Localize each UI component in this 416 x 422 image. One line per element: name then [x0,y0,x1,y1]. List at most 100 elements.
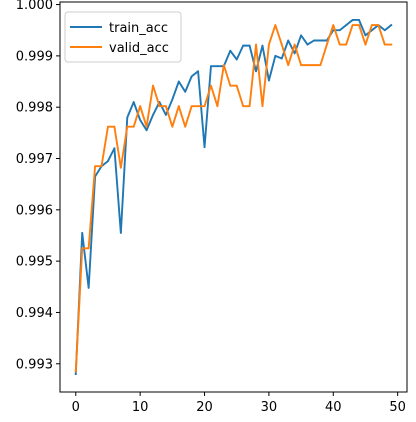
data-point [165,105,167,108]
data-point [287,64,290,67]
data-point [274,24,277,26]
data-point [190,75,193,78]
data-point [248,44,251,47]
data-point [313,64,315,67]
series-layer [74,19,393,376]
series-line-valid-acc [74,24,393,373]
data-point [184,90,187,93]
legend-label-train-acc: train_acc [109,21,168,36]
y-tick-label: 0.998 [16,101,53,116]
data-point [351,24,354,26]
y-tick-label: 0.995 [16,255,53,270]
data-point [203,105,206,108]
data-point [171,125,174,128]
data-point [306,64,309,67]
data-point [325,43,328,46]
data-point [280,43,283,46]
data-point [274,54,277,57]
data-point [81,232,84,234]
data-point [145,129,148,132]
data-point [113,125,116,128]
data-point [177,105,180,108]
data-point [126,116,129,119]
data-point [358,24,360,26]
data-point [100,165,103,168]
data-point [255,70,257,73]
x-tick-label: 40 [325,400,342,415]
data-point [229,49,232,52]
legend-label-valid-acc: valid_acc [109,41,169,56]
data-point [351,19,354,21]
y-tick-label: 0.996 [16,203,53,218]
data-point [184,125,187,128]
data-point [371,29,373,32]
data-point [293,43,296,46]
data-point [287,39,290,42]
data-point [300,34,302,37]
y-tick-label: 0.999 [16,49,53,64]
series-valid-acc [74,24,393,373]
data-point [145,125,148,128]
legend: train_acc valid_acc [64,11,182,63]
data-point [371,24,373,26]
data-point [132,101,135,103]
data-point [132,125,135,128]
data-point [390,24,393,26]
data-point [171,98,174,101]
data-point [345,43,348,46]
data-point [87,286,90,289]
y-axis: 0.993 0.994 0.995 0.996 0.997 0.998 0.999 1.000 [16,0,60,372]
data-point [364,43,367,46]
data-point [306,43,309,46]
y-tick-label: 0.997 [16,152,53,167]
data-point [293,52,296,55]
data-point [261,44,264,47]
data-point [383,43,386,46]
x-tick-label: 30 [261,400,278,415]
data-point [235,58,238,61]
y-tick-label: 0.994 [16,306,53,321]
data-point [242,44,245,47]
data-point [152,84,154,87]
data-point [126,125,129,128]
data-point [268,43,270,46]
data-point [345,24,348,26]
data-point [203,146,206,149]
x-tick-label: 10 [132,400,149,415]
series-train-acc [74,19,393,376]
data-point [229,84,232,87]
data-point [152,113,154,116]
legend-box [64,11,182,63]
data-point [74,370,77,373]
data-point [300,64,302,67]
x-tick-label: 50 [389,400,406,415]
data-point [332,24,335,26]
data-point [235,84,238,87]
plot-frame [59,1,408,393]
data-point [113,147,116,150]
data-point [210,65,212,68]
data-point [338,43,341,46]
x-tick-label: 0 [72,400,80,415]
data-point [119,232,122,234]
data-point [119,166,122,169]
data-point [81,247,84,250]
data-point [139,105,142,108]
data-point [364,34,367,37]
data-point [177,80,180,83]
data-point [190,105,193,108]
data-point [313,39,315,42]
data-point [197,105,199,108]
data-point [107,160,109,162]
y-tick-label: 1.000 [16,0,53,13]
data-point [210,84,212,87]
data-point [242,105,245,108]
data-point [280,57,283,60]
data-point [390,43,393,46]
data-point [87,247,90,250]
data-point [268,79,270,82]
data-point [139,119,142,121]
data-point [216,65,219,68]
